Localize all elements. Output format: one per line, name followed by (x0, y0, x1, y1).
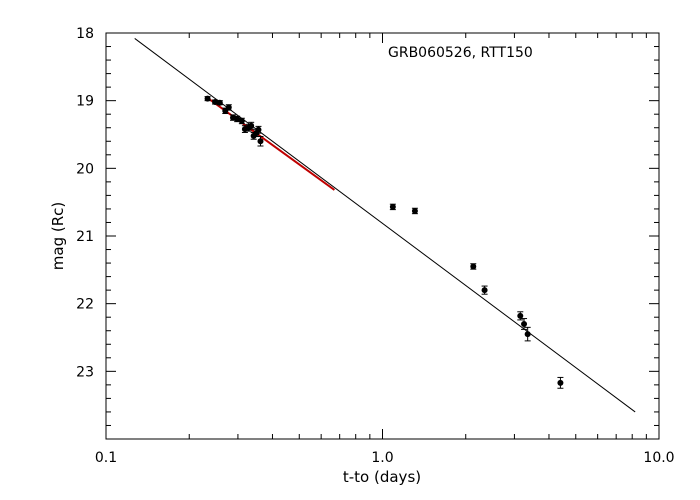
data-point (212, 99, 219, 106)
chart-annotation: GRB060526, RTT150 (388, 45, 533, 61)
y-tick-label: 20 (76, 161, 94, 177)
x-tick-label: 10.0 (643, 450, 674, 466)
data-point (238, 117, 245, 125)
point-marker (470, 263, 477, 270)
point-marker (411, 207, 418, 214)
point-marker (557, 379, 564, 386)
point-marker (212, 99, 219, 106)
data-point (225, 104, 232, 111)
point-marker (248, 122, 255, 129)
x-tick-label: 1.0 (371, 450, 393, 466)
data-point (257, 136, 264, 147)
axis-tick-labels: 0.1 1.0 10.0 18 19 20 21 22 23 (76, 26, 674, 466)
y-axis-title: mag (Rc) (49, 202, 67, 270)
data-points (204, 95, 564, 389)
data-point (517, 311, 524, 321)
point-marker (225, 104, 232, 111)
point-marker (517, 312, 524, 319)
data-point (216, 99, 223, 106)
y-tick-label: 21 (76, 229, 94, 245)
point-marker (481, 287, 488, 294)
axis-ticks (105, 32, 660, 439)
data-point (411, 207, 418, 215)
point-marker (257, 138, 264, 145)
point-marker (524, 331, 531, 338)
data-point (248, 121, 255, 130)
data-point (557, 376, 564, 389)
x-tick-label: 0.1 (95, 450, 117, 466)
point-marker (216, 99, 223, 106)
plot-frame (105, 32, 660, 440)
fit-lines (134, 38, 636, 413)
y-tick-label: 19 (76, 94, 94, 110)
x-axis-title: t-to (days) (343, 468, 421, 486)
data-point (470, 263, 477, 270)
power-law-fit-line (134, 38, 636, 413)
point-marker (255, 126, 262, 133)
y-tick-label: 18 (76, 26, 94, 42)
data-point (389, 203, 396, 211)
data-point (524, 326, 531, 342)
point-marker (204, 95, 211, 102)
y-tick-label: 22 (76, 297, 94, 313)
data-point (521, 318, 528, 330)
early-fit-line (208, 97, 335, 191)
data-point (481, 285, 488, 295)
point-marker (521, 320, 528, 327)
point-marker (238, 117, 245, 124)
y-tick-label: 23 (76, 364, 94, 380)
point-marker (234, 115, 241, 122)
data-point (255, 125, 262, 134)
point-marker (389, 203, 396, 210)
data-point (204, 95, 211, 102)
